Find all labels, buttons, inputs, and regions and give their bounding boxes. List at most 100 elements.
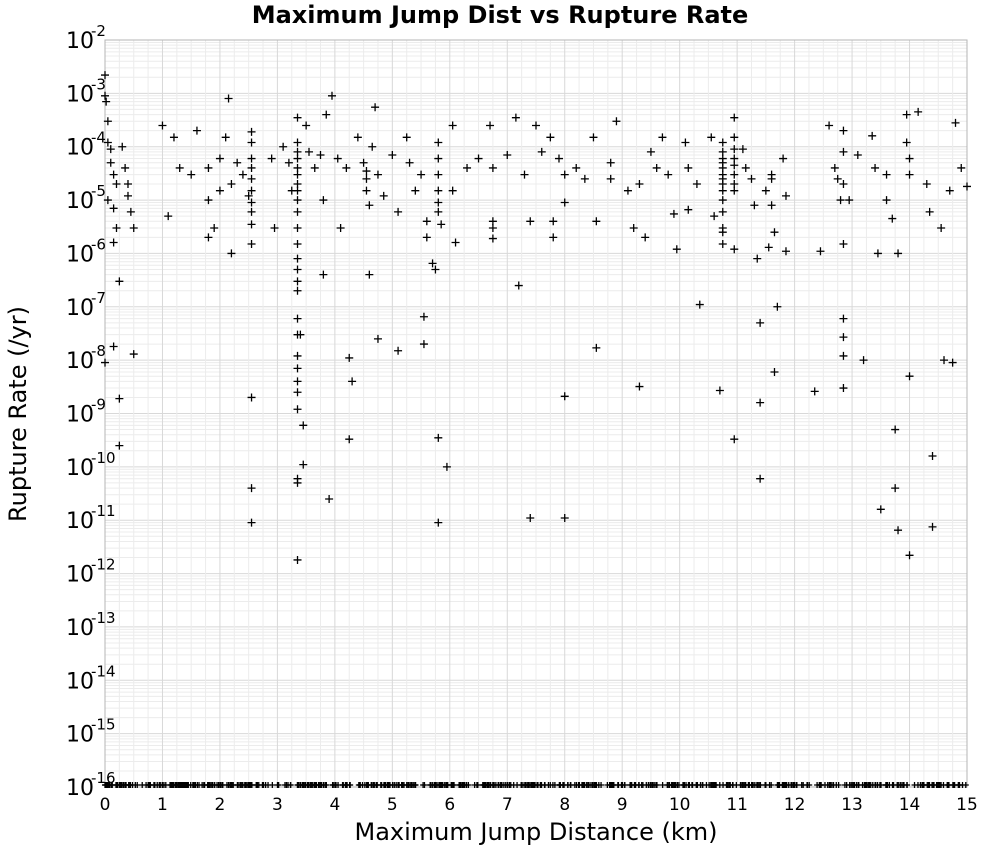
data-point <box>922 180 931 189</box>
data-point <box>109 342 118 351</box>
data-point <box>293 265 302 274</box>
zero-rate-point <box>757 782 764 788</box>
y-tick-exponent: -2 <box>91 22 106 40</box>
data-point <box>730 154 739 163</box>
data-point <box>833 174 842 183</box>
data-point <box>293 223 302 232</box>
zero-rate-point <box>585 782 592 788</box>
zero-rate-point <box>471 782 478 788</box>
data-point <box>238 170 247 179</box>
data-point <box>937 223 946 232</box>
zero-rate-point <box>342 782 349 788</box>
y-axis-title: Rupture Rate (/yr) <box>4 306 32 522</box>
data-point <box>503 150 512 159</box>
data-point <box>520 170 529 179</box>
data-point <box>560 198 569 207</box>
zero-rate-point <box>228 782 235 788</box>
data-point <box>434 518 443 527</box>
zero-rate-point <box>315 782 322 788</box>
data-point <box>652 163 661 172</box>
zero-rate-point <box>192 782 199 788</box>
data-point <box>730 186 739 195</box>
zero-rate-point <box>962 782 969 788</box>
data-point <box>781 247 790 256</box>
data-point <box>756 318 765 327</box>
data-point <box>123 180 132 189</box>
zero-rate-point <box>549 782 556 788</box>
data-point <box>115 277 124 286</box>
zero-rate-point <box>269 782 276 788</box>
zero-rate-point <box>528 782 535 788</box>
data-point <box>836 196 845 205</box>
data-point <box>221 133 230 142</box>
data-point <box>738 145 747 154</box>
data-point <box>247 163 256 172</box>
zero-rate-point <box>106 782 113 788</box>
zero-rate-point <box>254 782 261 788</box>
zero-rate-point <box>798 782 805 788</box>
y-tick-base: 10 <box>66 669 94 694</box>
data-point <box>270 223 279 232</box>
data-point <box>635 180 644 189</box>
data-point <box>210 223 219 232</box>
data-point <box>247 198 256 207</box>
data-point <box>816 247 825 256</box>
x-tick-label: 13 <box>841 795 863 815</box>
zero-rate-point <box>356 782 363 788</box>
data-point <box>948 358 957 367</box>
zero-rate-point <box>750 782 757 788</box>
data-point <box>532 121 540 130</box>
data-point <box>348 377 357 386</box>
data-point <box>112 223 121 232</box>
zero-rate-point <box>246 782 253 788</box>
zero-rate-point <box>816 782 823 788</box>
data-point <box>434 207 443 216</box>
zero-rate-point <box>299 782 306 788</box>
data-point <box>365 201 374 210</box>
zero-rate-point <box>638 782 645 788</box>
data-point <box>940 356 949 365</box>
zero-rate-point <box>949 782 956 788</box>
data-point <box>945 186 954 195</box>
data-point <box>692 180 701 189</box>
zero-rate-point <box>793 782 800 788</box>
data-point <box>859 356 868 365</box>
zero-rate-point <box>498 782 505 788</box>
zero-rate-point <box>855 782 862 788</box>
zero-rate-point <box>534 782 541 788</box>
data-point <box>845 196 854 205</box>
y-tick-exponent: -12 <box>91 556 116 574</box>
data-point <box>293 364 302 373</box>
data-point <box>767 174 776 183</box>
data-point <box>537 147 546 156</box>
data-point <box>554 154 563 163</box>
data-point <box>770 367 779 376</box>
x-tick-label: 11 <box>726 795 748 815</box>
data-point <box>411 186 420 195</box>
zero-rate-point <box>169 782 176 788</box>
zero-rate-band <box>102 782 969 788</box>
data-point <box>629 223 638 232</box>
data-point <box>486 121 495 130</box>
chart-title: Maximum Jump Dist vs Rupture Rate <box>252 1 749 29</box>
data-point <box>839 333 848 342</box>
data-point <box>882 196 891 205</box>
y-tick-exponent: -8 <box>91 342 106 360</box>
data-point <box>888 214 897 223</box>
zero-rate-point <box>628 782 635 788</box>
zero-rate-point <box>727 782 734 788</box>
data-point <box>549 233 558 242</box>
data-point <box>730 180 739 189</box>
zero-rate-point <box>204 782 211 788</box>
data-point <box>293 113 302 122</box>
zero-rate-point <box>559 782 566 788</box>
data-point <box>247 240 256 249</box>
data-point <box>592 217 601 226</box>
y-tick-base: 10 <box>66 242 94 267</box>
y-tick-exponent: -16 <box>91 769 116 787</box>
zero-rate-point <box>428 782 435 788</box>
data-point <box>103 117 112 126</box>
data-point <box>293 478 302 487</box>
data-point <box>247 138 256 147</box>
data-point <box>368 142 377 151</box>
